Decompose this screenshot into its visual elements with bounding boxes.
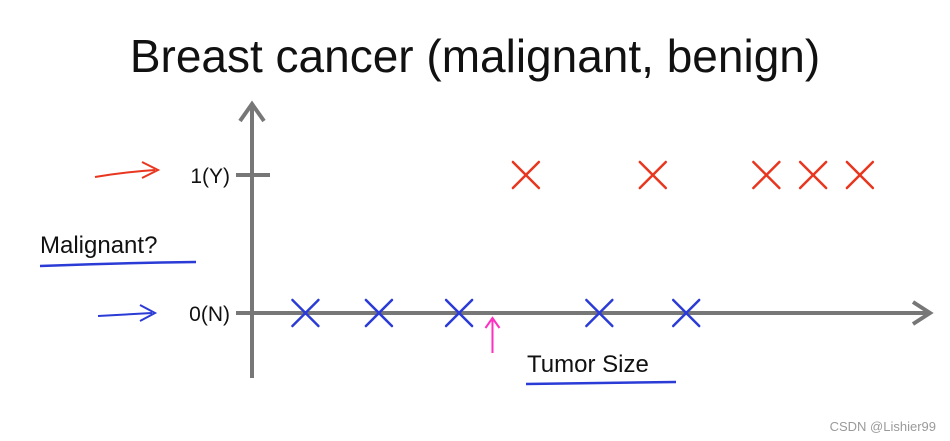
- malignant-point-2: [752, 160, 781, 190]
- red-pointer-arrow-icon: [94, 161, 161, 179]
- x-axis-label: Tumor Size: [527, 351, 649, 378]
- axes: [236, 100, 934, 378]
- data-marks: [291, 160, 875, 328]
- threshold-pointer-arrow-icon: [484, 316, 501, 353]
- x-axis-label-underline: [525, 380, 677, 386]
- benign-point-3: [585, 298, 614, 328]
- y-axis-label-underline: [39, 260, 197, 268]
- x-axis-arrowhead: [911, 300, 934, 326]
- y-tick-label-1: 1(Y): [190, 165, 230, 188]
- malignant-point-4: [845, 160, 875, 190]
- benign-point-0: [291, 298, 320, 328]
- benign-point-4: [671, 298, 701, 328]
- y-axis-label: Malignant?: [40, 232, 157, 259]
- blue-pointer-arrow-icon: [97, 304, 158, 322]
- y-tick-label-0: 0(N): [189, 303, 230, 326]
- malignant-point-0: [511, 160, 541, 190]
- benign-point-1: [364, 298, 394, 328]
- benign-point-2: [444, 298, 474, 328]
- y-axis-arrowhead: [238, 100, 266, 123]
- malignant-point-1: [638, 160, 668, 190]
- chart-title: Breast cancer (malignant, benign): [130, 30, 820, 82]
- malignant-point-3: [798, 160, 828, 190]
- watermark: CSDN @Lishier99: [830, 419, 936, 434]
